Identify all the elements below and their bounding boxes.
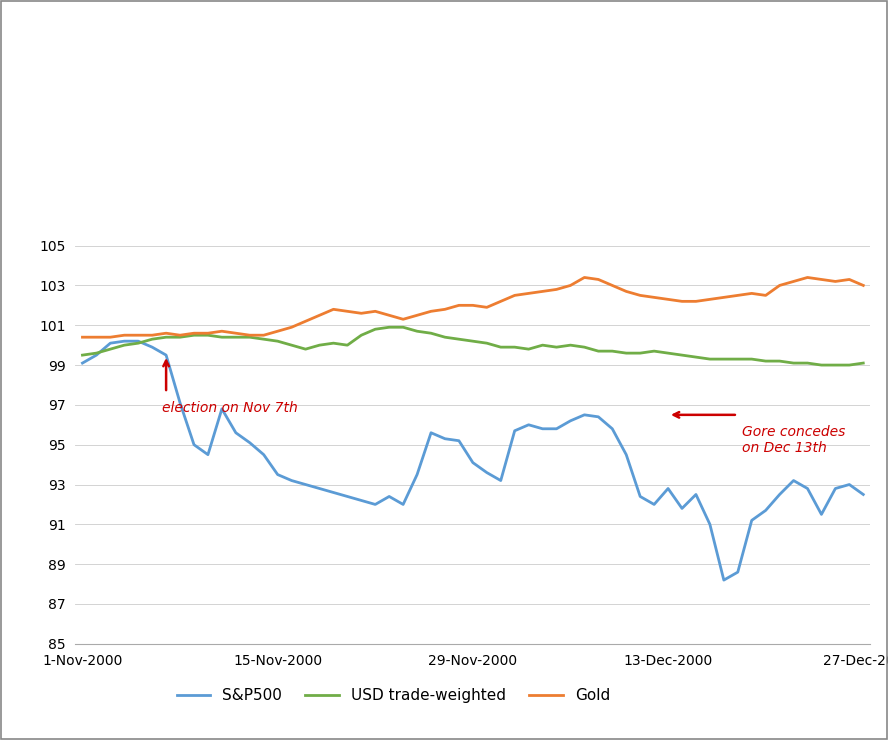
Text: Performance of S&P500 and trade-weighted USD in the days
around the contested el: Performance of S&P500 and trade-weighted…: [16, 141, 545, 180]
Legend: S&P500, USD trade-weighted, Gold: S&P500, USD trade-weighted, Gold: [170, 682, 616, 710]
Text: around the 2000 contested election: around the 2000 contested election: [16, 78, 576, 107]
Text: Stocks dropped, the dollar firmed but Gold rose: Stocks dropped, the dollar firmed but Go…: [16, 6, 767, 34]
Text: Gore concedes
on Dec 13th: Gore concedes on Dec 13th: [742, 425, 845, 455]
Text: election on Nov 7th: election on Nov 7th: [162, 401, 297, 415]
